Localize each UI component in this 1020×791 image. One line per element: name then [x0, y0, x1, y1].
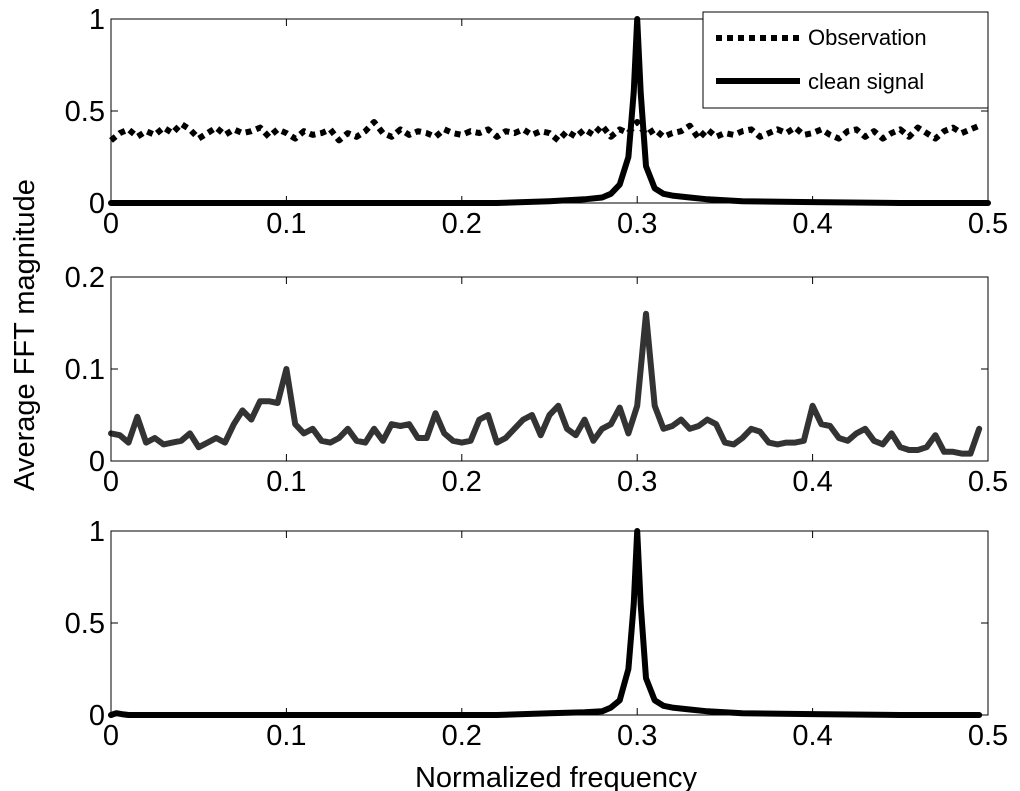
x-tick-label-bottom-2: 0.2 — [442, 720, 482, 752]
x-tick-label-bottom-0: 0 — [103, 720, 119, 752]
series-line-middle-0 — [108, 310, 983, 457]
legend: Observation clean signal — [702, 11, 989, 109]
y-tick-label-top-0: 0 — [89, 188, 105, 220]
panel-bottom: 0 0.1 0.2 0.3 0.4 0.5 0 0.5 1 — [65, 516, 1008, 752]
y-tick-label-bottom-2: 1 — [89, 516, 105, 548]
x-tick-label-top-1: 0.1 — [266, 208, 306, 240]
x-tick-label-top-0: 0 — [103, 208, 119, 240]
x-tick-label-top-2: 0.2 — [442, 208, 482, 240]
series-line-bottom-0 — [108, 528, 983, 718]
legend-label-observation: Observation — [808, 25, 927, 50]
x-tick-label-top-4: 0.4 — [792, 208, 832, 240]
x-tick-label-top-3: 0.3 — [617, 208, 657, 240]
y-tick-label-bottom-1: 0.5 — [65, 608, 105, 640]
y-tick-label-middle-2: 0.2 — [65, 262, 105, 294]
x-tick-label-bottom-4: 0.4 — [792, 720, 832, 752]
x-tick-label-middle-3: 0.3 — [617, 466, 657, 498]
x-tick-label-middle-2: 0.2 — [442, 466, 482, 498]
x-tick-label-bottom-5: 0.5 — [968, 720, 1008, 752]
y-tick-label-top-2: 1 — [89, 4, 105, 36]
x-tick-label-bottom-3: 0.3 — [617, 720, 657, 752]
y-tick-label-bottom-0: 0 — [89, 700, 105, 732]
panel-middle: 0 0.1 0.2 0.3 0.4 0.5 0 0.1 0.2 — [65, 262, 1008, 498]
x-tick-label-bottom-1: 0.1 — [266, 720, 306, 752]
legend-label-clean-signal: clean signal — [808, 69, 924, 94]
x-tick-label-middle-0: 0 — [103, 466, 119, 498]
x-axis-label: Normalized frequency — [415, 762, 698, 791]
x-tick-label-middle-5: 0.5 — [968, 466, 1008, 498]
panel-top: 0 0.1 0.2 0.3 0.4 0.5 0 0.5 1 — [65, 4, 1008, 240]
y-axis-label: Average FFT magnitude — [9, 179, 41, 491]
x-tick-label-top-5: 0.5 — [968, 208, 1008, 240]
legend-box — [702, 11, 989, 109]
x-tick-label-middle-1: 0.1 — [266, 466, 306, 498]
y-tick-label-middle-1: 0.1 — [65, 354, 105, 386]
plot-frame-bottom — [110, 530, 989, 716]
series-line-top-0 — [109, 119, 981, 144]
y-tick-label-top-1: 0.5 — [65, 96, 105, 128]
y-tick-label-middle-0: 0 — [89, 446, 105, 478]
x-tick-label-middle-4: 0.4 — [792, 466, 832, 498]
